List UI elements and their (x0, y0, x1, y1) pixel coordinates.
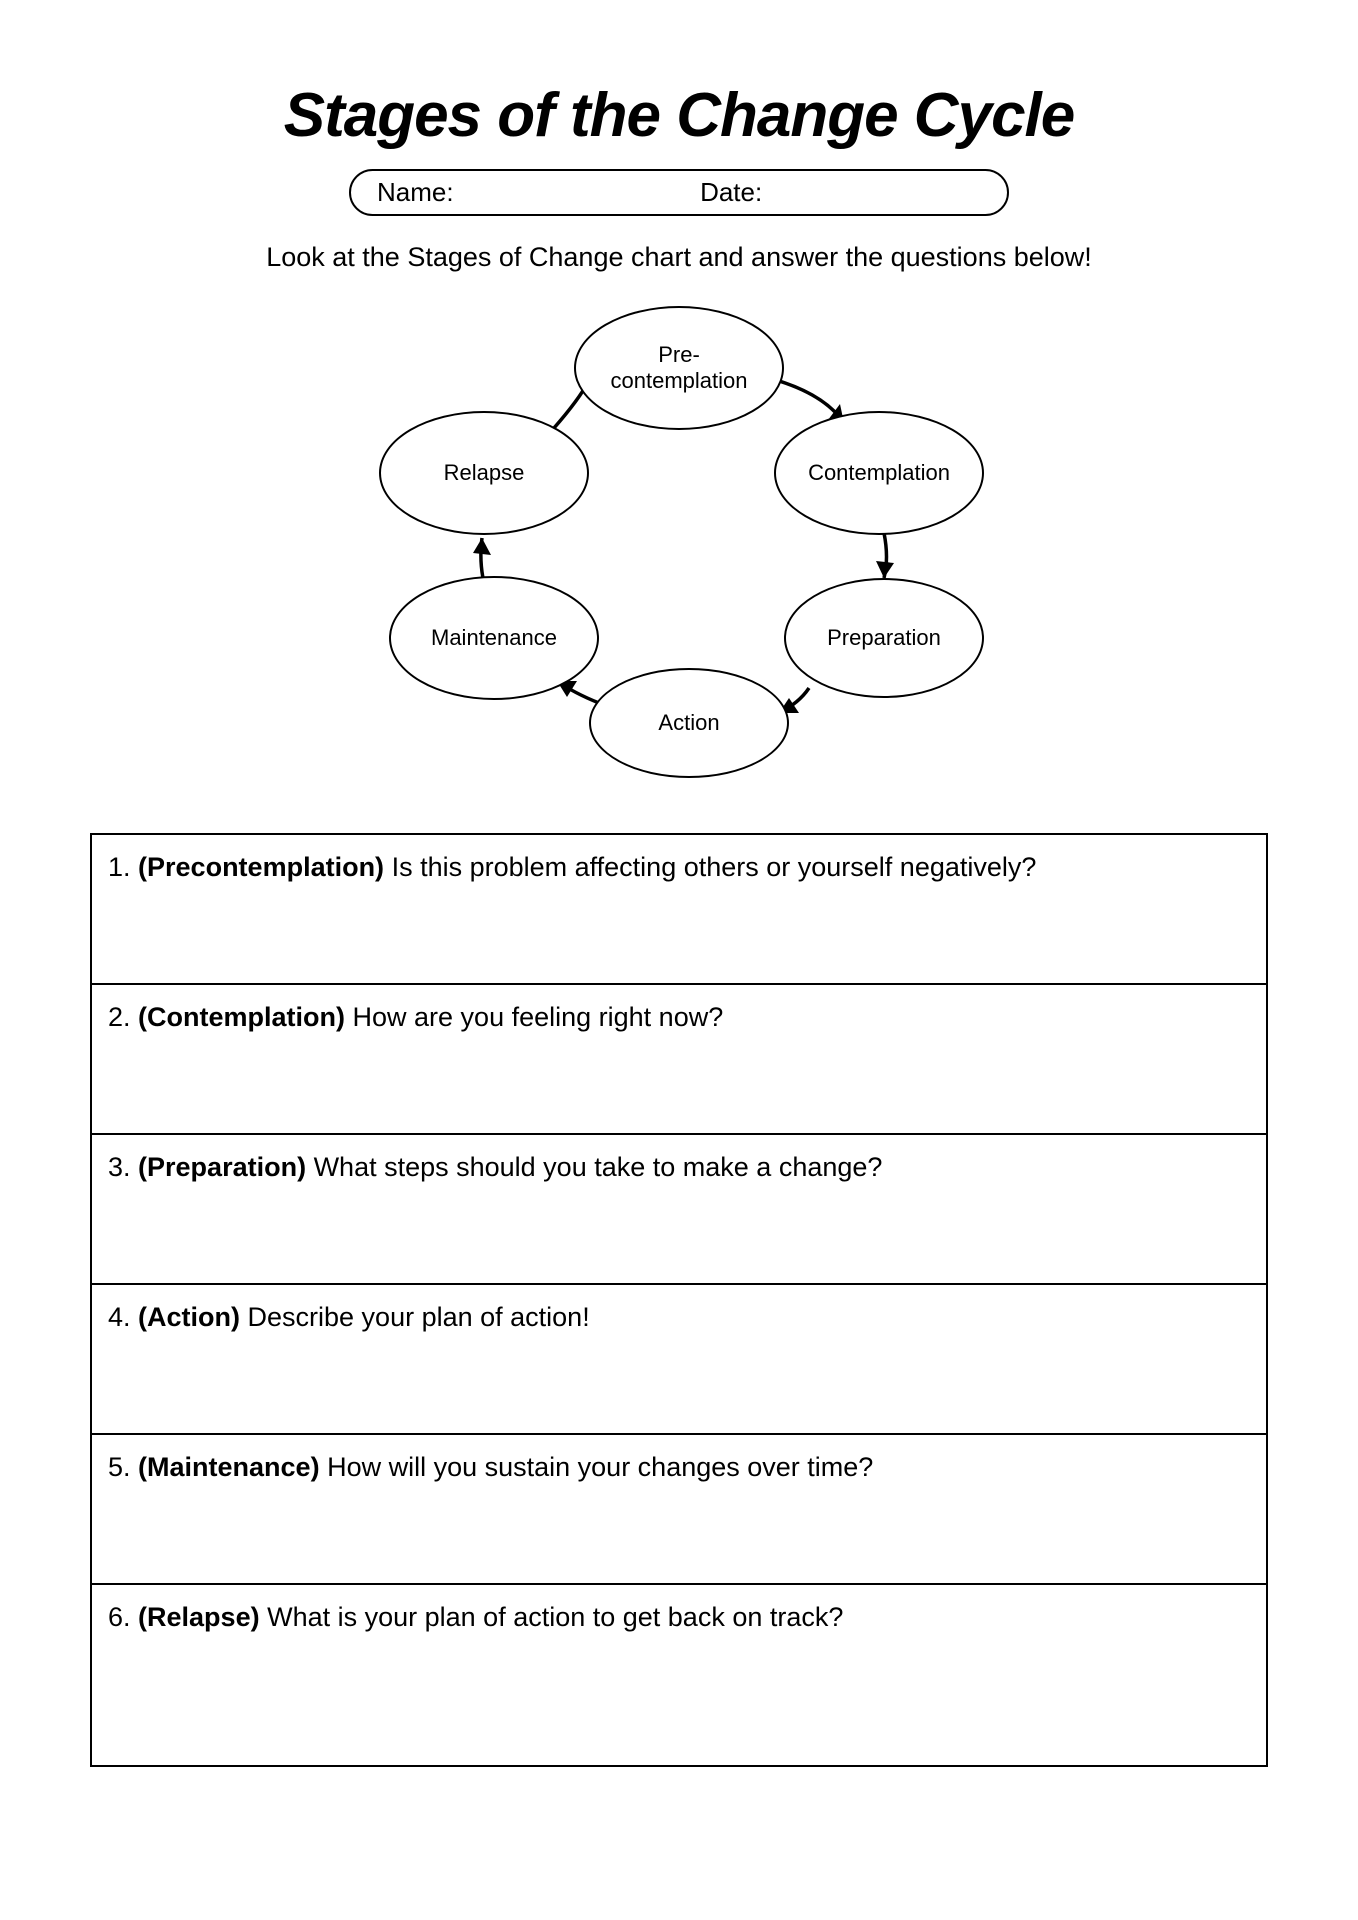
name-date-bar: Name: Date: (349, 169, 1009, 216)
worksheet-page: Stages of the Change Cycle Name: Date: L… (0, 0, 1358, 1920)
question-number: 2. (108, 1002, 138, 1032)
cycle-node-contemplation: Contemplation (774, 411, 984, 535)
questions-table: 1. (Precontemplation) Is this problem af… (90, 833, 1268, 1767)
question-row[interactable]: 3. (Preparation) What steps should you t… (92, 1135, 1266, 1285)
question-row[interactable]: 4. (Action) Describe your plan of action… (92, 1285, 1266, 1435)
question-text: What is your plan of action to get back … (260, 1602, 844, 1632)
question-stage-label: (Action) (138, 1302, 240, 1332)
question-stage-label: (Contemplation) (138, 1002, 345, 1032)
question-text: What steps should you take to make a cha… (306, 1152, 882, 1182)
cycle-diagram: Pre- contemplationContemplation Preparati… (319, 293, 1039, 793)
question-number: 1. (108, 852, 138, 882)
question-stage-label: (Maintenance) (138, 1452, 320, 1482)
cycle-node-action: Action (589, 668, 789, 778)
cycle-node-preparation: Preparation (784, 578, 984, 698)
arrowhead-icon (473, 538, 491, 555)
question-text: Describe your plan of action! (240, 1302, 590, 1332)
question-number: 3. (108, 1152, 138, 1182)
question-text: Is this problem affecting others or your… (384, 852, 1036, 882)
question-text: How are you feeling right now? (345, 1002, 723, 1032)
cycle-node-relapse: Relapse (379, 411, 589, 535)
question-stage-label: (Precontemplation) (138, 852, 384, 882)
question-row[interactable]: 6. (Relapse) What is your plan of action… (92, 1585, 1266, 1765)
name-field[interactable]: Name: (377, 177, 700, 208)
question-number: 6. (108, 1602, 138, 1632)
date-label: Date: (700, 177, 762, 208)
cycle-node-precontemplation: Pre- contemplation (574, 306, 784, 430)
question-row[interactable]: 5. (Maintenance) How will you sustain yo… (92, 1435, 1266, 1585)
question-number: 5. (108, 1452, 138, 1482)
page-title: Stages of the Change Cycle (90, 80, 1268, 151)
arrow-contemplation-to-preparation (884, 533, 887, 578)
question-number: 4. (108, 1302, 138, 1332)
question-stage-label: (Relapse) (138, 1602, 260, 1632)
cycle-diagram-container: Pre- contemplationContemplation Preparati… (90, 293, 1268, 793)
arrowhead-icon (876, 561, 894, 578)
cycle-node-maintenance: Maintenance (389, 576, 599, 700)
name-label: Name: (377, 177, 454, 208)
question-text: How will you sustain your changes over t… (320, 1452, 874, 1482)
date-field[interactable]: Date: (700, 177, 981, 208)
question-row[interactable]: 2. (Contemplation) How are you feeling r… (92, 985, 1266, 1135)
question-stage-label: (Preparation) (138, 1152, 306, 1182)
question-row[interactable]: 1. (Precontemplation) Is this problem af… (92, 835, 1266, 985)
instruction-text: Look at the Stages of Change chart and a… (90, 242, 1268, 273)
